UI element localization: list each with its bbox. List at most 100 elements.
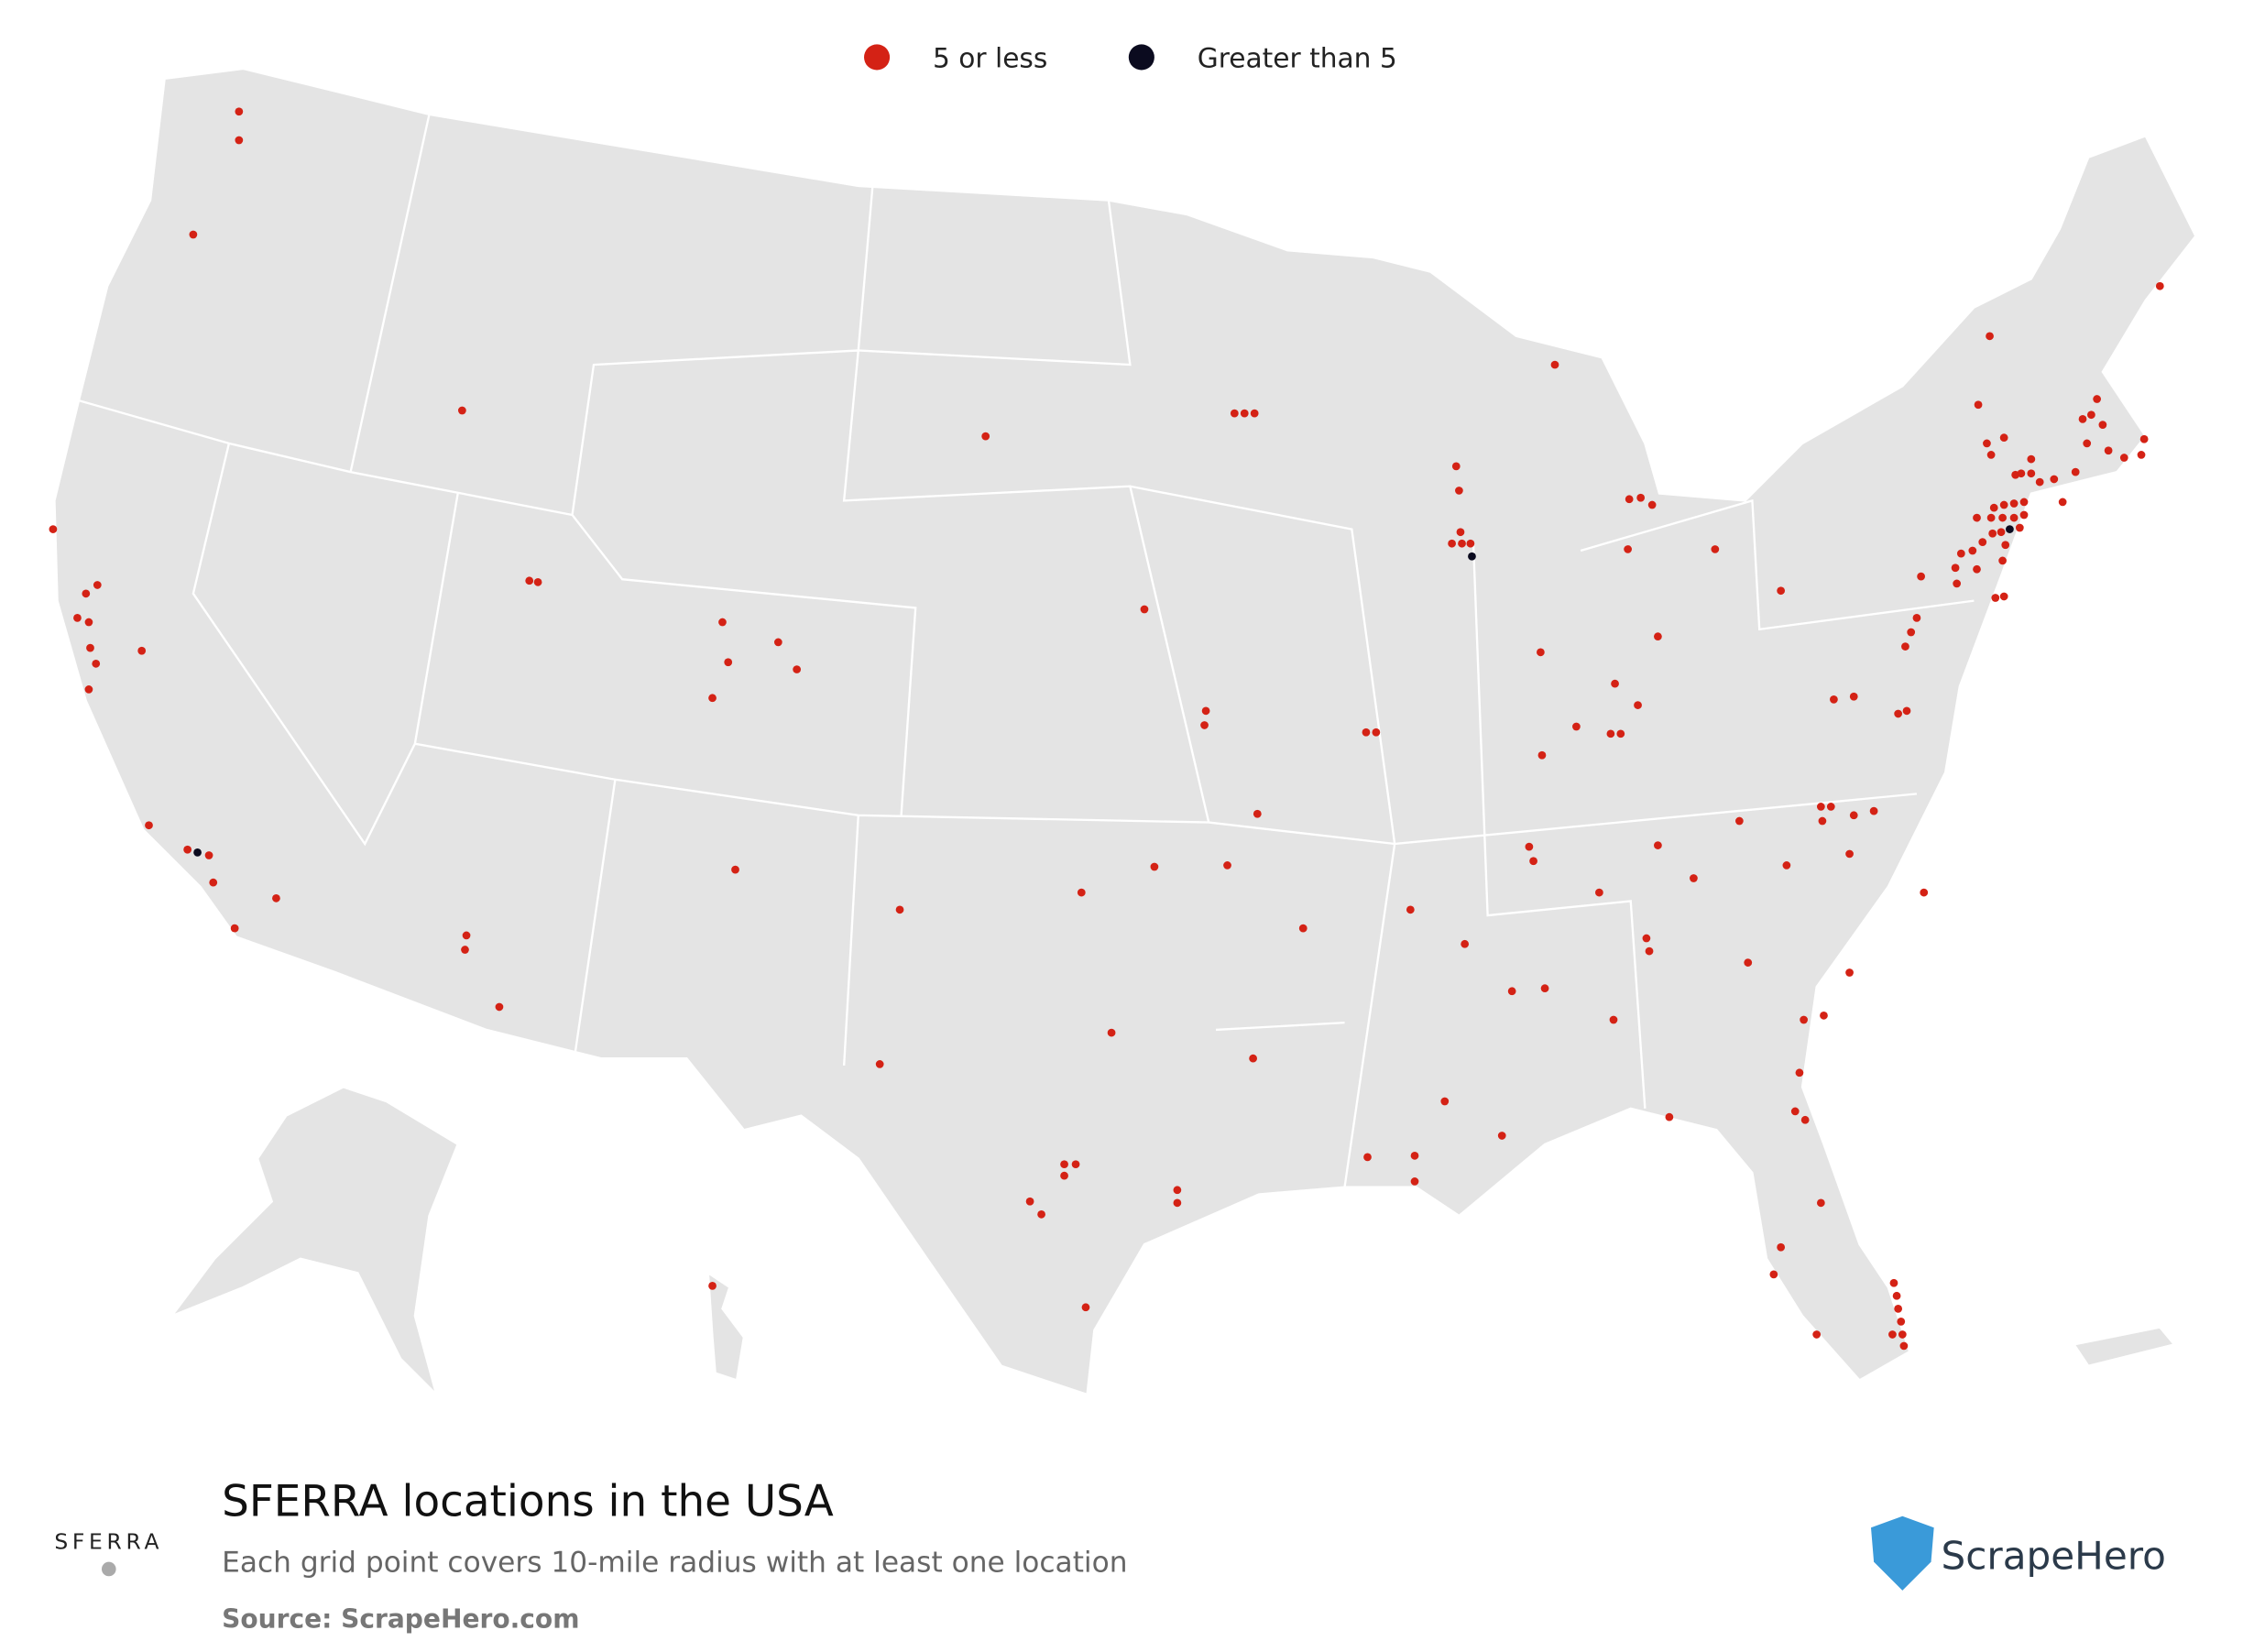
location-dot [1907,628,1916,637]
location-dot [495,1002,504,1012]
location-dot [1077,888,1086,897]
location-dot [145,821,153,830]
location-dot [1734,816,1744,826]
location-dot [1899,1341,1909,1351]
location-dot [49,525,58,533]
alaska [169,1086,460,1398]
location-dot [1606,729,1615,738]
location-dot [1983,439,1991,448]
location-dot [895,905,904,914]
location-dot [1956,549,1965,558]
location-dot [2009,499,2019,508]
location-dot [1986,513,1996,522]
location-dot [461,946,469,954]
location-dot [189,230,198,239]
location-dot [1830,695,1838,704]
location-dot [2071,467,2080,476]
location-dot [1037,1209,1045,1219]
location-dot [1690,874,1698,882]
location-dot [73,613,82,622]
location-dot [2098,421,2107,429]
location-dot [2027,454,2036,464]
location-dot [1988,529,1997,538]
location-dot [1550,360,1559,369]
location-dot [1800,1115,1810,1124]
location-dot [533,577,542,586]
location-dot [2035,477,2044,487]
location-dot [1665,1112,1674,1121]
location-dot [1230,409,1239,418]
legend-label: 5 or less [933,41,1047,73]
location-dot [1998,556,2007,565]
location-dot [718,618,727,627]
location-dot [204,851,213,859]
location-dot [1986,332,1994,341]
location-dot [1595,888,1603,897]
location-dot [1777,1242,1786,1252]
location-dot [1448,539,1456,548]
location-dot [1889,1278,1898,1287]
location-dot [1455,487,1463,495]
location-dot [1616,729,1625,738]
location-dot [1654,632,1662,641]
location-dot [1173,1186,1182,1195]
location-dot [2155,281,2164,290]
location-dot [1782,861,1791,870]
location-dot [1849,811,1858,820]
location-dot [1456,528,1465,537]
location-dot [1410,1177,1419,1186]
location-dot [1978,538,1987,547]
location-dot [1060,1160,1068,1169]
provider-logo: ScrapeHero [1941,1533,2165,1578]
location-dot [1362,728,1371,737]
location-dot [1849,692,1858,701]
location-dot [1634,701,1642,709]
location-dot [981,432,990,441]
location-dot [1440,1097,1450,1106]
location-dot [462,931,471,940]
location-dot [1647,500,1657,509]
location-dot [2083,439,2092,448]
location-dot [1795,1068,1804,1078]
location-dot [235,136,244,145]
usa-outline [53,67,2197,1396]
location-dot [1917,572,1925,581]
location-dot [1451,462,1461,471]
borders [78,114,1975,1187]
location-dot [272,893,280,903]
location-dot [209,878,218,887]
location-dot [1769,1270,1778,1279]
location-dot [1173,1198,1182,1208]
location-dot [1372,728,1381,737]
location-dot [1920,888,1929,897]
location-dot [2006,525,2014,533]
location-dot [457,406,466,415]
location-dot [2087,410,2095,420]
location-dot [1507,987,1516,996]
location-dot [1140,605,1149,614]
location-dot [82,589,91,598]
location-dot [1869,806,1878,815]
location-dot [2104,446,2113,455]
location-dot [1845,968,1854,977]
location-dot [1529,857,1537,866]
location-dot [1818,816,1827,826]
location-dot [2093,395,2101,403]
location-dot [1968,546,1977,555]
location-dot [1201,706,1210,716]
location-dot [1986,451,1996,459]
location-dot [1888,1330,1897,1339]
location-dot [1609,1015,1618,1024]
location-dot [1025,1197,1034,1206]
location-dot [1790,1107,1800,1116]
location-dot [1845,849,1854,859]
location-dot [1223,861,1231,870]
location-dot [1953,579,1962,588]
location-dot [1525,842,1534,851]
location-dot [1645,946,1654,956]
location-dot [1901,642,1909,651]
location-dot [1898,1330,1907,1339]
location-dot [1468,552,1476,561]
location-dot [2011,470,2020,479]
location-dot [1497,1132,1506,1140]
